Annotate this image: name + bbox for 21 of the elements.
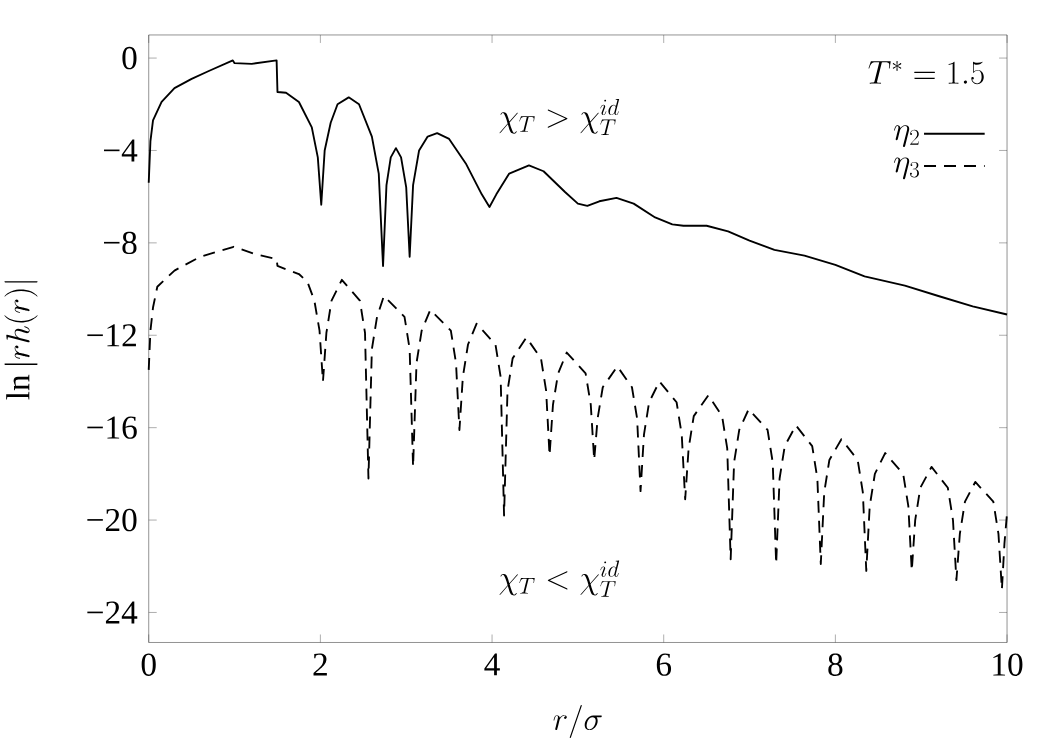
y-tick-label: −12 — [87, 324, 136, 347]
legend-label: $\eta_3$ — [894, 157, 919, 180]
x-axis-title: $r/\sigma$ — [553, 704, 602, 738]
x-tick-label: 10 — [993, 653, 1023, 676]
y-tick-label: 0 — [122, 46, 137, 70]
x-tick-label: 4 — [484, 653, 500, 676]
x-tick-label: 8 — [828, 653, 843, 676]
x-tick-label: 6 — [656, 653, 672, 676]
x-tick-label: 0 — [141, 653, 156, 676]
y-tick-label: −20 — [87, 508, 137, 532]
y-axis-title: $\ln|rh(r)|$ — [4, 280, 38, 400]
line-series — [147, 59, 1008, 316]
legend-label: $\eta_2$ — [894, 125, 919, 147]
annotation: $\chi_T > \chi_T^{id}$ — [499, 98, 620, 135]
annotation: $\chi_T < \chi_T^{id}$ — [499, 560, 620, 597]
y-tick-label: −16 — [87, 416, 137, 439]
y-tick-label: −4 — [104, 139, 138, 162]
legend-title: $T^* = 1.5$ — [868, 60, 984, 84]
y-tick-label: −8 — [104, 231, 137, 254]
y-tick-label: −24 — [87, 601, 138, 624]
x-tick-label: 2 — [313, 653, 327, 676]
